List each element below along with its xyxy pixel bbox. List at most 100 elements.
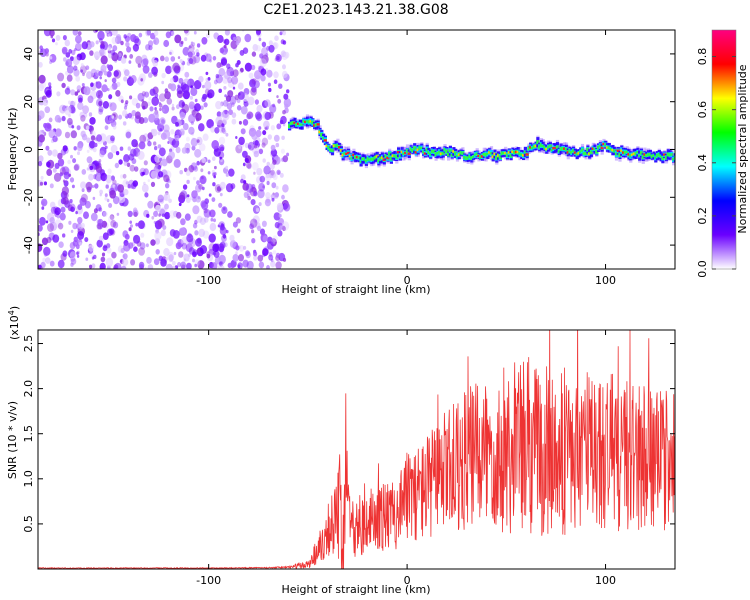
noise-dot <box>45 90 52 98</box>
noise-dot <box>180 218 186 226</box>
noise-dot <box>95 165 103 174</box>
trace-peak <box>507 151 511 154</box>
trace-cell <box>413 146 417 150</box>
noise-dot <box>190 87 198 97</box>
trace-cell <box>479 154 483 159</box>
noise-dot <box>199 176 206 184</box>
trace-cell <box>604 143 608 147</box>
colorbar-frame <box>711 29 737 270</box>
noise-dot <box>258 261 265 269</box>
noise-dot <box>101 252 106 257</box>
noise-dot <box>130 148 137 157</box>
noise-dot <box>163 39 170 48</box>
noise-dot <box>60 148 67 156</box>
noise-dot <box>208 233 216 243</box>
noise-dot <box>121 254 125 258</box>
noise-dot <box>51 38 56 43</box>
noise-dot <box>135 143 139 148</box>
trace-peak <box>620 149 624 152</box>
noise-dot <box>197 260 205 269</box>
noise-dot <box>70 154 73 159</box>
noise-dot <box>243 245 247 250</box>
noise-dot <box>162 225 167 230</box>
trace-peak <box>643 153 647 156</box>
noise-dot <box>110 49 116 56</box>
trace-cell <box>589 150 594 154</box>
noise-dot <box>227 262 232 268</box>
noise-dot <box>202 93 208 100</box>
noise-dot <box>98 100 103 107</box>
noise-dot <box>252 44 259 51</box>
noise-dot <box>195 195 201 203</box>
trace-cell <box>639 151 644 155</box>
y-tick-label: 40 <box>22 47 35 61</box>
noise-dot <box>161 80 165 85</box>
noise-dot <box>259 175 266 183</box>
noise-dot <box>52 135 58 143</box>
noise-dot <box>256 30 261 36</box>
y-tick-label: -20 <box>22 188 35 206</box>
trace-peak <box>304 120 308 124</box>
noise-dot <box>96 134 103 142</box>
noise-dot <box>49 30 55 37</box>
noise-dot <box>111 30 118 36</box>
trace-peak <box>588 152 592 156</box>
noise-dot <box>271 197 275 202</box>
noise-dot <box>80 69 83 73</box>
noise-dot <box>168 198 172 203</box>
noise-dot <box>125 100 129 105</box>
noise-dot <box>265 125 269 130</box>
noise-dot <box>191 145 196 151</box>
noise-dot <box>282 184 289 193</box>
noise-dot <box>188 58 194 64</box>
noise-dot <box>253 191 258 197</box>
noise-dot <box>105 257 114 267</box>
trace-cell <box>595 149 599 154</box>
trace-cell <box>395 154 399 159</box>
noise-dot <box>127 184 131 189</box>
noise-dot <box>186 262 192 269</box>
noise-dot <box>154 93 159 98</box>
noise-dot <box>77 31 82 36</box>
noise-dot <box>231 118 237 125</box>
noise-dot <box>277 98 282 104</box>
trace-cell <box>373 155 377 160</box>
snr-ticks: -100 0 100 0.5 1.0 1.5 2.0 2.5 <box>22 330 675 587</box>
noise-dot <box>192 258 195 263</box>
noise-dot <box>97 218 104 227</box>
noise-dot <box>123 76 128 82</box>
noise-dot <box>217 264 222 269</box>
noise-dot <box>123 242 131 252</box>
trace-peak <box>352 153 356 157</box>
trace-peak <box>439 152 443 156</box>
y-tick-label: 2.5 <box>22 335 35 353</box>
noise-dot <box>178 100 185 108</box>
noise-dot <box>227 211 233 218</box>
noise-dot <box>255 205 259 210</box>
noise-dot <box>219 261 223 266</box>
noise-dot <box>258 182 265 192</box>
noise-dot <box>40 175 44 180</box>
trace-cell <box>484 152 488 157</box>
trace-peak <box>313 124 316 127</box>
trace-peak <box>488 151 492 154</box>
noise-dot <box>137 150 145 160</box>
noise-dot <box>161 213 165 217</box>
noise-dot <box>38 216 46 226</box>
noise-dot <box>181 242 187 250</box>
noise-dot <box>222 111 230 121</box>
noise-dot <box>148 40 154 47</box>
noise-dot <box>61 46 68 55</box>
trace-cell <box>359 160 363 163</box>
noise-dot <box>207 77 211 81</box>
noise-dot <box>152 39 157 45</box>
noise-dot <box>248 144 252 150</box>
noise-dot <box>62 179 66 183</box>
trace-cell <box>530 146 535 150</box>
noise-dot <box>267 134 272 140</box>
noise-dot <box>131 158 137 165</box>
noise-dot <box>215 116 223 126</box>
noise-dot <box>52 167 57 173</box>
noise-dot <box>225 101 229 106</box>
trace-cell <box>645 154 649 158</box>
